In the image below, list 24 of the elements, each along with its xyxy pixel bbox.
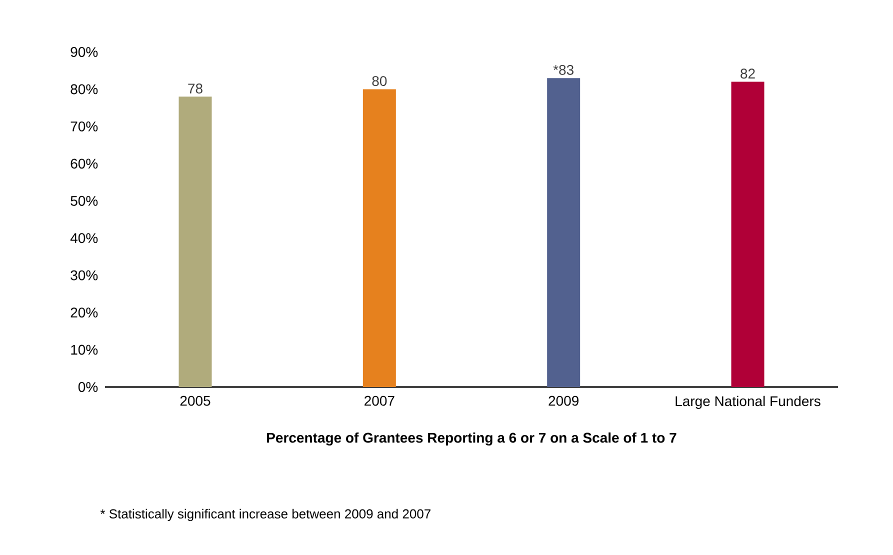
y-tick-label: 90% (70, 47, 98, 57)
text: * Statistically significant increase between 2009 and 2007 (100, 508, 430, 522)
bar (547, 78, 580, 387)
y-tick-label: 80% (70, 84, 98, 94)
data-label: 80 (372, 76, 387, 86)
y-tick-label: 40% (70, 233, 98, 244)
y-tick-label: 50% (70, 196, 98, 206)
x-tick-label: 2009 (548, 396, 578, 406)
y-tick-label: 30% (70, 270, 98, 280)
data-label: 82 (740, 68, 755, 79)
data-label: *83 (553, 64, 574, 75)
bar (178, 96, 212, 387)
bar (731, 82, 764, 387)
bar (362, 89, 396, 387)
y-tick-label: 70% (70, 121, 98, 132)
x-tick-label: Large National Funders (676, 396, 820, 409)
y-tick-label: 10% (71, 344, 98, 355)
y-tick-label: 60% (70, 158, 98, 169)
data-label: 78 (188, 84, 202, 94)
x-tick-label: 2005 (180, 396, 210, 406)
x-axis-title: Percentage of Grantees Reporting a 6 or 7 on a Scale of 1 to 7 (267, 432, 676, 446)
y-tick-label: 20% (70, 308, 98, 318)
x-tick-label: 2007 (364, 396, 394, 406)
y-tick-label: 0% (78, 382, 98, 392)
